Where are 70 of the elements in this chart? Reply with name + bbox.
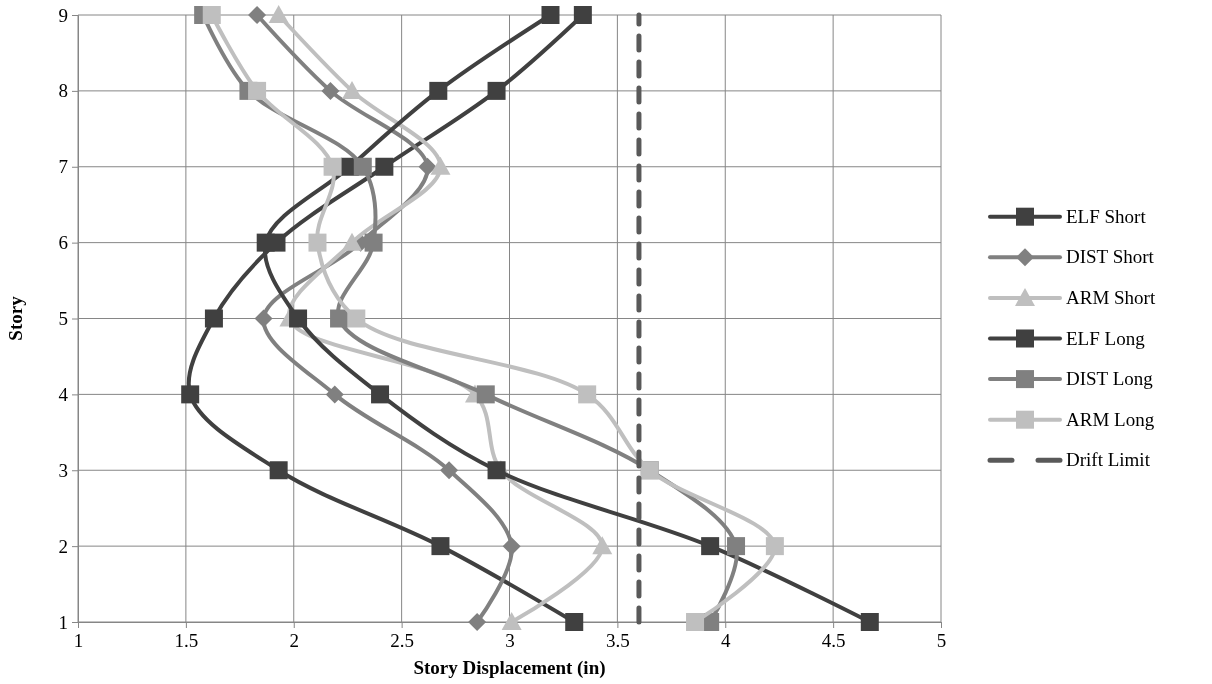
- point: [487, 461, 506, 480]
- point: [501, 612, 522, 630]
- y-tick-label: 9: [58, 4, 68, 26]
- point: [429, 81, 448, 100]
- point: [325, 385, 344, 404]
- x-tick-label: 4.5: [821, 630, 846, 652]
- y-tick-label: 5: [58, 308, 68, 330]
- y-tick-label: 7: [58, 156, 68, 178]
- point: [330, 309, 349, 328]
- point: [353, 157, 372, 176]
- point: [686, 613, 705, 631]
- point: [592, 536, 613, 555]
- x-tick-label: 2: [289, 630, 299, 652]
- point: [468, 613, 487, 631]
- y-tick-label: 1: [58, 611, 68, 633]
- point: [701, 537, 720, 556]
- point: [269, 461, 288, 480]
- y-axis-title: Story: [5, 295, 26, 341]
- point: [502, 537, 521, 556]
- x-tick-label: 3: [505, 630, 515, 652]
- point: [860, 613, 879, 631]
- point: [248, 81, 267, 100]
- point: [342, 80, 362, 99]
- x-tick-label: 5: [936, 630, 947, 652]
- legend-label: ARM Short: [1066, 286, 1156, 308]
- x-tick-label: 1.5: [174, 630, 199, 652]
- point: [573, 6, 592, 24]
- point: [342, 232, 362, 251]
- point: [541, 6, 560, 24]
- point: [727, 537, 746, 556]
- point: [204, 309, 223, 328]
- point: [430, 156, 451, 175]
- y-tick-label: 3: [58, 459, 68, 481]
- point: [578, 385, 597, 404]
- point: [181, 385, 200, 404]
- point: [364, 233, 383, 252]
- y-tick-label: 6: [58, 232, 68, 254]
- point: [254, 309, 273, 328]
- legend-label: ELF Long: [1066, 327, 1146, 349]
- x-axis-title: Story Displacement (in): [413, 657, 606, 679]
- point: [765, 537, 784, 556]
- point: [418, 157, 437, 176]
- legend-label: Drift Limit: [1066, 449, 1151, 471]
- point: [202, 6, 221, 24]
- point: [321, 81, 340, 100]
- legend-label: ARM Long: [1066, 408, 1155, 430]
- y-tick-label: 4: [58, 383, 69, 405]
- x-tick-label: 4: [721, 630, 731, 652]
- point: [268, 5, 289, 23]
- point: [431, 537, 450, 556]
- point: [323, 157, 342, 176]
- x-tick-label: 1: [73, 630, 84, 652]
- point: [375, 157, 394, 176]
- point: [289, 309, 308, 328]
- point: [256, 233, 275, 252]
- x-tick-label: 3.5: [606, 630, 630, 652]
- legend-label: DIST Long: [1066, 368, 1154, 390]
- point: [476, 385, 495, 404]
- point: [371, 385, 390, 404]
- x-tick-label: 2.5: [390, 630, 414, 652]
- point: [565, 613, 584, 631]
- point: [347, 309, 366, 328]
- y-tick-label: 8: [58, 80, 68, 102]
- point: [440, 461, 459, 480]
- point: [308, 233, 327, 252]
- legend-label: ELF Short: [1066, 205, 1147, 227]
- point: [248, 6, 267, 24]
- point: [487, 81, 506, 100]
- legend-label: DIST Short: [1066, 246, 1155, 268]
- y-tick-label: 2: [58, 535, 68, 557]
